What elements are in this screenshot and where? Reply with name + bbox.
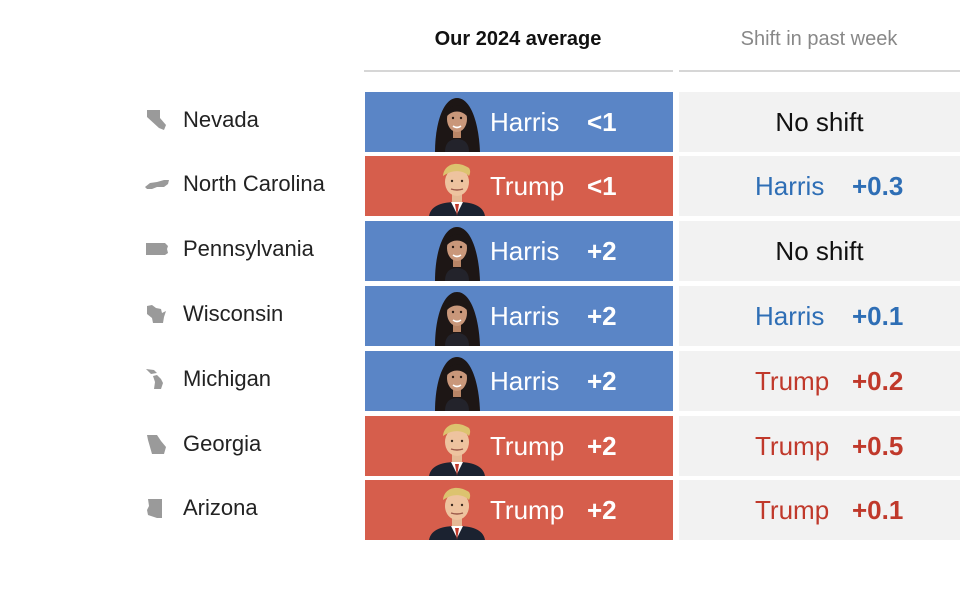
leader-margin: <1 bbox=[587, 171, 617, 201]
shift-cell: Harris +0.1 bbox=[679, 286, 960, 346]
leader-name: Trump bbox=[490, 171, 565, 201]
harris-portrait-icon bbox=[423, 353, 491, 411]
shift-candidate: Trump bbox=[755, 431, 830, 461]
state-name: Georgia bbox=[183, 431, 262, 456]
shift-none-label: No shift bbox=[775, 107, 864, 137]
average-bar: Harris +2 bbox=[365, 286, 673, 346]
trump-portrait-icon bbox=[423, 158, 491, 216]
state-row: Arizona Trump +2 Trump +0.1 bbox=[0, 480, 960, 540]
state-row: Georgia Trump +2 Trump +0.5 bbox=[0, 416, 960, 476]
pennsylvania-outline-icon bbox=[144, 237, 170, 261]
average-bar: Trump +2 bbox=[365, 416, 673, 476]
shift-value: +0.2 bbox=[852, 366, 904, 396]
average-column-header: Our 2024 average bbox=[434, 28, 602, 50]
harris-portrait-icon bbox=[423, 288, 491, 346]
shift-value: +0.1 bbox=[852, 495, 904, 525]
state-name: Nevada bbox=[183, 107, 259, 132]
state-row: Pennsylvania Harris +2 No shift bbox=[0, 221, 960, 281]
wisconsin-outline-icon bbox=[144, 302, 170, 326]
shift-candidate: Trump bbox=[755, 366, 830, 396]
average-bar: Harris <1 bbox=[365, 92, 673, 152]
average-bar: Trump +2 bbox=[365, 480, 673, 540]
shift-none-label: No shift bbox=[775, 236, 864, 266]
shift-cell: No shift bbox=[679, 221, 960, 281]
shift-cell: No shift bbox=[679, 92, 960, 152]
leader-margin: +2 bbox=[587, 366, 617, 396]
state-name: Arizona bbox=[183, 495, 258, 520]
state-row: Wisconsin Harris +2 Harris +0.1 bbox=[0, 286, 960, 346]
leader-name: Trump bbox=[490, 495, 565, 525]
state-row: Michigan Harris +2 Trump +0.2 bbox=[0, 351, 960, 411]
shift-column-header: Shift in past week bbox=[740, 28, 898, 50]
harris-portrait-icon bbox=[423, 94, 491, 152]
leader-name: Harris bbox=[490, 301, 560, 331]
shift-header-rule bbox=[679, 70, 960, 72]
shift-value: +0.1 bbox=[852, 301, 904, 331]
shift-candidate: Trump bbox=[755, 495, 830, 525]
georgia-outline-icon bbox=[144, 432, 170, 456]
average-header-rule bbox=[364, 70, 673, 72]
shift-cell: Trump +0.1 bbox=[679, 480, 960, 540]
state-row: Nevada Harris <1 No shift bbox=[0, 92, 960, 152]
leader-margin: <1 bbox=[587, 107, 617, 137]
leader-name: Harris bbox=[490, 107, 560, 137]
harris-portrait-icon bbox=[423, 223, 491, 281]
state-row: North Carolina Trump <1 Harris +0.3 bbox=[0, 156, 960, 216]
shift-value: +0.3 bbox=[852, 171, 904, 201]
trump-portrait-icon bbox=[423, 418, 491, 476]
leader-name: Harris bbox=[490, 366, 560, 396]
trump-portrait-icon bbox=[423, 482, 491, 540]
north-carolina-outline-icon bbox=[144, 172, 170, 196]
leader-margin: +2 bbox=[587, 301, 617, 331]
average-bar: Trump <1 bbox=[365, 156, 673, 216]
state-name: Wisconsin bbox=[183, 301, 284, 326]
leader-margin: +2 bbox=[587, 236, 617, 266]
average-bar: Harris +2 bbox=[365, 351, 673, 411]
leader-name: Trump bbox=[490, 431, 565, 461]
shift-candidate: Harris bbox=[755, 171, 825, 201]
shift-cell: Harris +0.3 bbox=[679, 156, 960, 216]
shift-value: +0.5 bbox=[852, 431, 904, 461]
shift-cell: Trump +0.5 bbox=[679, 416, 960, 476]
leader-name: Harris bbox=[490, 236, 560, 266]
state-name: Michigan bbox=[183, 366, 272, 391]
shift-candidate: Harris bbox=[755, 301, 825, 331]
state-name: North Carolina bbox=[183, 171, 325, 196]
arizona-outline-icon bbox=[144, 496, 170, 520]
michigan-outline-icon bbox=[144, 367, 170, 391]
shift-cell: Trump +0.2 bbox=[679, 351, 960, 411]
state-name: Pennsylvania bbox=[183, 236, 314, 261]
leader-margin: +2 bbox=[587, 431, 617, 461]
leader-margin: +2 bbox=[587, 495, 617, 525]
nevada-outline-icon bbox=[144, 108, 170, 132]
average-bar: Harris +2 bbox=[365, 221, 673, 281]
